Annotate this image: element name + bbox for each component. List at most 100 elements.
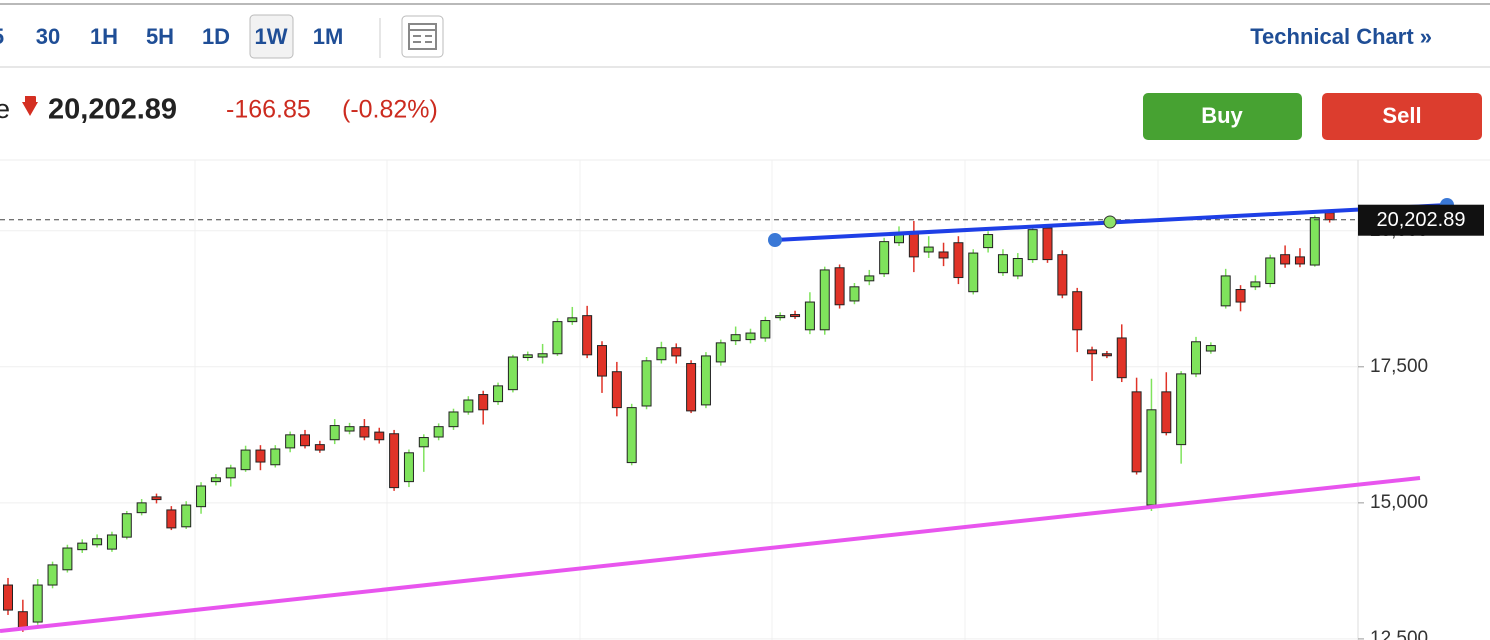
buy-label[interactable]: Buy (1201, 103, 1243, 128)
price: 20,202.89 (48, 94, 177, 126)
candle-body (1027, 229, 1038, 261)
interval[interactable]: 1W (255, 24, 288, 49)
candle-body (1012, 258, 1023, 277)
interval[interactable]: 1H (90, 24, 118, 49)
candle-body (641, 360, 652, 407)
y-tick-label: 12,500 (1370, 628, 1428, 640)
candle-body (997, 254, 1008, 274)
candle-body (864, 275, 875, 282)
buy-button[interactable] (1143, 93, 1302, 140)
candle-body (953, 242, 964, 279)
change: -166.85 (226, 96, 311, 124)
candle-body (136, 502, 147, 514)
candle-body (433, 426, 444, 438)
candle-body (225, 467, 236, 479)
candle-body (1250, 281, 1261, 288)
candle-body (522, 354, 533, 359)
candle-body (255, 449, 266, 463)
candle-body (819, 269, 830, 331)
candle-body (1265, 257, 1276, 285)
candle-body (1191, 341, 1201, 375)
last-price-label: 20,202.89 (1377, 209, 1466, 231)
candle-body (968, 252, 979, 293)
candle-body (448, 411, 459, 428)
candle-body (938, 251, 949, 259)
candle-body (775, 315, 786, 319)
candle-body (478, 394, 489, 411)
candle-body (834, 267, 845, 306)
candle-body (3, 584, 13, 611)
candle-body (656, 347, 667, 361)
candle-body (1072, 291, 1083, 331)
vertical-grid (194, 160, 1159, 640)
candle-body (1176, 373, 1187, 446)
technical-chart-link[interactable]: Technical Chart » (1250, 24, 1432, 49)
candle-body (983, 234, 994, 249)
candle-body (403, 452, 414, 483)
candle-body (1087, 349, 1098, 355)
candle-body (1131, 391, 1142, 473)
interval[interactable]: 1M (313, 24, 344, 49)
candle-body (908, 232, 919, 258)
candle-body (507, 356, 518, 391)
layout-icon[interactable] (401, 15, 444, 58)
candle-body (92, 538, 103, 546)
candle-body (196, 485, 207, 508)
candle-body (745, 332, 756, 341)
candle-body (671, 347, 682, 357)
change-percent: (-0.82%) (342, 96, 438, 124)
candle-body (686, 363, 697, 412)
candle-body (611, 371, 622, 409)
interval[interactable]: 5 (0, 24, 4, 49)
candle-body (166, 509, 177, 529)
sell-button[interactable] (1322, 93, 1482, 140)
sell-label[interactable]: Sell (1382, 103, 1421, 128)
candle-body (151, 496, 162, 501)
candle-body (715, 342, 726, 363)
candle-body (567, 317, 578, 323)
candle-body (329, 425, 340, 441)
candle-body (389, 433, 400, 489)
candle-body (1042, 227, 1053, 261)
selected-interval (249, 14, 294, 59)
interval[interactable]: 30 (36, 24, 60, 49)
candle-body (17, 611, 28, 629)
candle-body (1220, 275, 1231, 307)
candle-body (626, 407, 637, 464)
drawings[interactable] (0, 198, 1454, 633)
candle-body (314, 444, 325, 451)
candle-body (1324, 212, 1335, 221)
candle-body (537, 353, 548, 358)
candle-body (879, 241, 890, 275)
candle-body (804, 301, 815, 331)
candle-body (210, 477, 221, 483)
candle-body (62, 547, 73, 571)
candle-body (240, 449, 251, 471)
candle-body (463, 399, 474, 413)
candle-body (285, 434, 296, 449)
candle-body (359, 426, 370, 438)
candle-body (300, 434, 310, 447)
interval[interactable]: 1D (202, 24, 230, 49)
candle-body (760, 320, 771, 339)
candle-body (374, 431, 385, 441)
candle-body (493, 385, 504, 403)
candle-body (700, 355, 711, 406)
candle-body (730, 334, 741, 342)
candle-body (849, 286, 860, 302)
candle-body (552, 321, 563, 355)
candle-body (923, 246, 934, 253)
candle-body (32, 584, 43, 623)
candle-body (582, 315, 593, 356)
instrument-name: e (0, 94, 10, 124)
candle-body (106, 534, 117, 550)
candle-body (597, 345, 607, 377)
candle-body (1309, 217, 1320, 266)
y-tick-label: 17,500 (1370, 356, 1428, 377)
candle-body (1294, 256, 1305, 265)
candle-body (1205, 345, 1216, 352)
interval[interactable]: 5H (146, 24, 174, 49)
last-price-tag (1358, 204, 1484, 236)
candle-body (121, 513, 132, 538)
candle-body (1280, 254, 1291, 265)
